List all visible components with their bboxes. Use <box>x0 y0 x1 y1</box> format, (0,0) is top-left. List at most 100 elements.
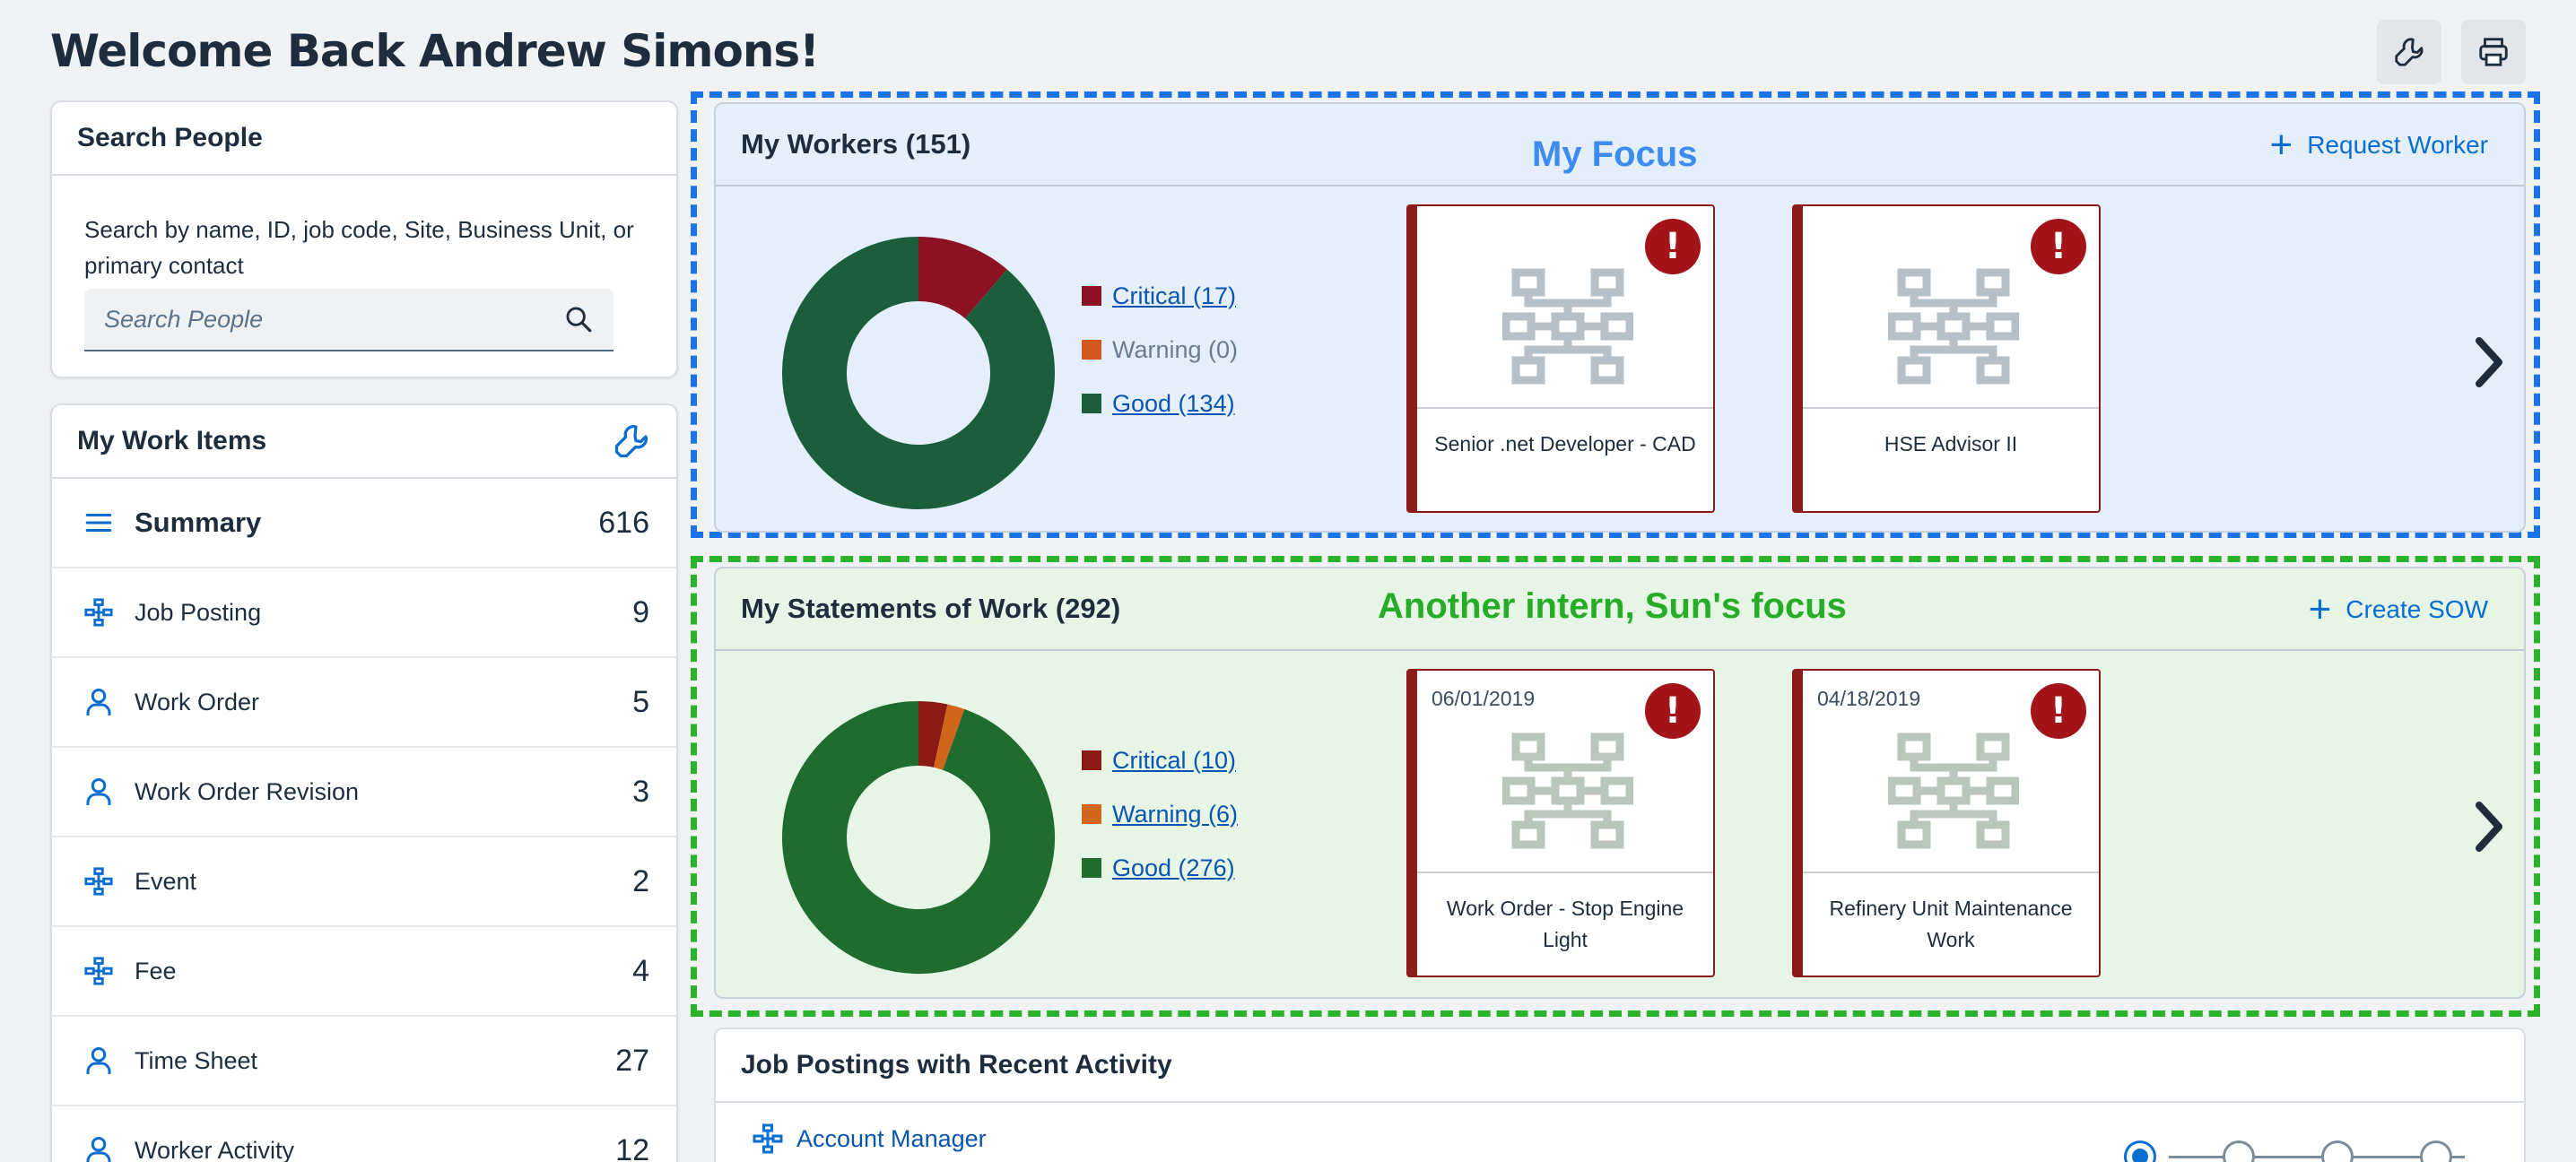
focus-tile[interactable]: ! Senior .net Developer - CAD <box>1406 204 1715 513</box>
search-box[interactable] <box>84 289 614 351</box>
legend-item[interactable]: Warning (6) <box>1082 787 1238 841</box>
alert-icon: ! <box>2031 219 2086 274</box>
my-focus-annotation: My Focus <box>1532 134 1698 174</box>
focus-tile[interactable]: 04/18/2019! Refinery Unit Maintenance Wo… <box>1792 669 2101 977</box>
focus-tile[interactable]: 06/01/2019! Work Order - Stop Engine Lig… <box>1406 669 1715 977</box>
job-posting-name: Account Manager <box>796 1124 987 1152</box>
org-chart-icon <box>1501 268 1634 385</box>
tile-name: Work Order - Stop Engine Light <box>1446 897 1684 951</box>
my-sow-panel: My Statements of Work (292) + Create SOW… <box>714 567 2526 999</box>
work-item-row[interactable]: Time Sheet 27 <box>52 1017 676 1106</box>
org-chart-icon <box>753 1123 783 1154</box>
step-indicator[interactable] <box>2223 1140 2255 1162</box>
work-item-row[interactable]: Work Order Revision 3 <box>52 748 676 837</box>
legend-item[interactable]: Good (276) <box>1082 841 1238 895</box>
legend-swatch <box>1082 750 1101 770</box>
legend-item[interactable]: Critical (10) <box>1082 733 1238 787</box>
donut-slice-good[interactable] <box>782 237 1055 509</box>
org-chart-icon <box>1501 733 1634 849</box>
workers-legend: Critical (17) Warning (0) Good (134) <box>1082 269 1238 430</box>
work-item-row[interactable]: Event 2 <box>52 837 676 927</box>
job-postings-card: Job Postings with Recent Activity Accoun… <box>714 1028 2526 1162</box>
org-chart-icon <box>79 951 118 991</box>
plus-icon: + <box>2269 123 2293 167</box>
my-workers-header: My Workers (151) + Request Worker <box>716 104 2524 186</box>
plus-icon: + <box>2308 587 2332 631</box>
my-sow-title: My Statements of Work (292) <box>741 593 1121 624</box>
create-sow-label: Create SOW <box>2345 595 2488 623</box>
donut-slice-good[interactable] <box>782 701 1055 974</box>
person-icon <box>79 1041 118 1080</box>
my-workers-title: My Workers (151) <box>741 128 971 160</box>
tile-image <box>1501 732 1634 854</box>
org-chart-icon <box>79 593 118 632</box>
legend-label[interactable]: Warning (6) <box>1112 800 1239 828</box>
request-worker-button[interactable]: + Request Worker <box>2270 104 2489 186</box>
create-sow-button[interactable]: + Create SOW <box>2309 568 2488 651</box>
legend-label[interactable]: Good (276) <box>1112 854 1235 881</box>
legend-swatch <box>1082 394 1101 413</box>
work-item-row[interactable]: Worker Activity 12 <box>52 1106 676 1162</box>
step-connector <box>2169 1156 2465 1158</box>
work-item-count: 3 <box>632 774 649 809</box>
work-items-title: My Work Items <box>77 426 267 455</box>
work-item-row[interactable]: Work Order 5 <box>52 658 676 748</box>
tile-date: 04/18/2019 <box>1817 687 1921 710</box>
work-item-count: 616 <box>598 505 649 540</box>
wrench-icon[interactable] <box>612 421 651 461</box>
legend-item[interactable]: Good (134) <box>1082 377 1238 430</box>
legend-item: Warning (0) <box>1082 323 1238 377</box>
legend-item[interactable]: Critical (17) <box>1082 269 1238 323</box>
sun-focus-highlight <box>691 556 2540 1017</box>
donut-slice-warning[interactable] <box>933 704 965 770</box>
workers-donut-chart <box>782 237 1055 509</box>
tile-image <box>1501 267 1634 390</box>
work-item-row[interactable]: Fee 4 <box>52 927 676 1017</box>
search-people-card: Search People Search by name, ID, job co… <box>50 100 678 378</box>
work-item-label: Event <box>135 867 197 895</box>
chevron-right-icon[interactable] <box>2472 335 2508 389</box>
step-indicator[interactable] <box>2420 1140 2452 1162</box>
legend-label[interactable]: Good (134) <box>1112 389 1235 417</box>
org-chart-icon <box>79 862 118 901</box>
work-item-summary[interactable]: Summary 616 <box>52 479 676 568</box>
work-items-list: Summary 616 Job Posting 9 Work Order 5 Work Or… <box>52 479 676 1162</box>
print-button[interactable] <box>2461 20 2526 84</box>
work-item-count: 4 <box>632 953 649 988</box>
legend-label[interactable]: Critical (17) <box>1112 282 1237 309</box>
my-sow-header: My Statements of Work (292) + Create SOW <box>716 568 2524 651</box>
tile-divider <box>1417 872 1713 873</box>
search-icon[interactable] <box>563 304 594 334</box>
chevron-right-icon[interactable] <box>2472 800 2508 854</box>
job-posting-link[interactable]: Account Manager <box>752 1123 987 1155</box>
legend-swatch <box>1082 858 1101 878</box>
org-chart-icon <box>1887 268 2020 385</box>
tile-name: Refinery Unit Maintenance Work <box>1829 897 2073 951</box>
work-item-label: Work Order <box>135 688 260 715</box>
work-items-header: My Work Items <box>52 405 676 479</box>
request-worker-label: Request Worker <box>2307 131 2488 159</box>
step-indicator[interactable] <box>2321 1140 2354 1162</box>
tile-name: HSE Advisor II <box>1884 432 2018 455</box>
person-icon <box>79 682 118 722</box>
printer-icon <box>2479 38 2508 66</box>
work-item-row[interactable]: Job Posting 9 <box>52 568 676 658</box>
tile-divider <box>1803 407 2099 409</box>
work-item-label: Worker Activity <box>135 1136 295 1162</box>
donut-slice-critical[interactable] <box>918 701 948 768</box>
work-items-card: My Work Items Summary 616 Job Posting 9 Work… <box>50 403 678 1162</box>
my-focus-highlight <box>691 91 2540 538</box>
sow-legend: Critical (10) Warning (6) Good (276) <box>1082 733 1238 895</box>
focus-tile[interactable]: ! HSE Advisor II <box>1792 204 2101 513</box>
legend-label[interactable]: Critical (10) <box>1112 746 1237 774</box>
tools-button[interactable] <box>2377 20 2441 84</box>
search-people-title: Search People <box>52 102 676 176</box>
page-title: Welcome Back Andrew Simons! <box>50 25 820 77</box>
work-item-label: Summary <box>135 507 262 538</box>
work-item-label: Fee <box>135 957 177 984</box>
search-input[interactable] <box>104 305 535 334</box>
step-indicator-active[interactable] <box>2124 1140 2156 1162</box>
tile-divider <box>1803 872 2099 873</box>
alert-icon: ! <box>1645 219 1701 274</box>
donut-slice-critical[interactable] <box>917 237 1007 319</box>
